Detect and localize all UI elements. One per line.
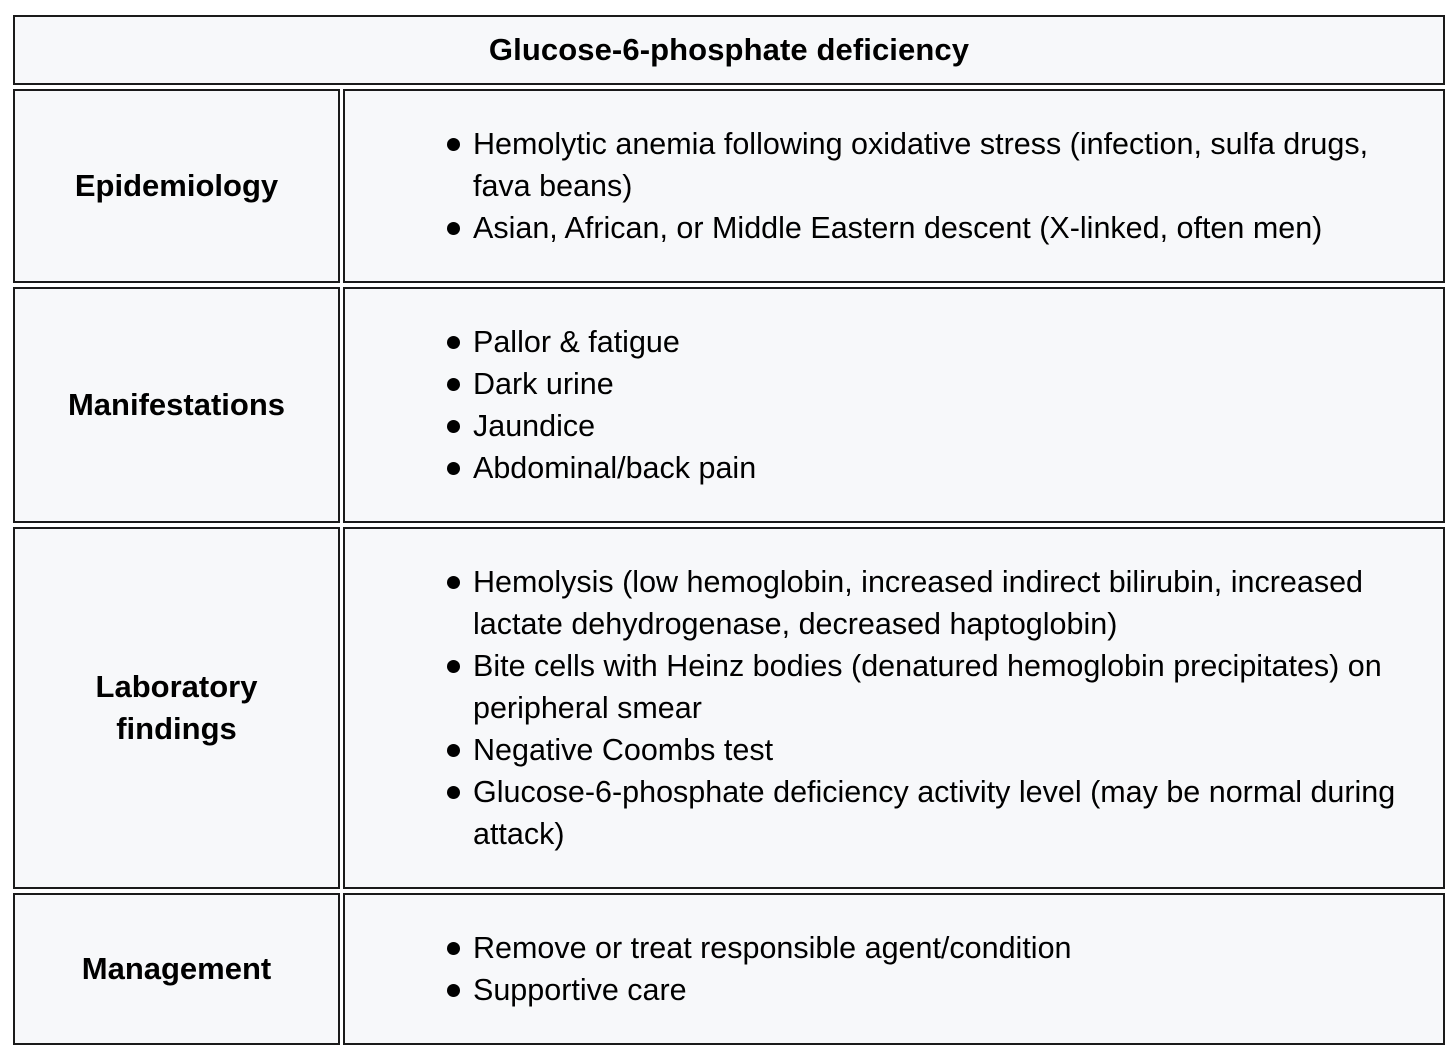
bullet-icon: [447, 744, 460, 757]
table-title: Glucose-6-phosphate deficiency: [488, 32, 970, 67]
bullet-icon: [447, 336, 460, 349]
list-item-text: Glucose-6-phosphate deficiency activity …: [473, 775, 1396, 851]
row-label-management: Management: [81, 951, 272, 986]
list-item-text: Supportive care: [473, 973, 687, 1007]
row-content-cell-manifestations: Pallor & fatigue Dark urine Jaundice Abd…: [343, 287, 1445, 523]
bullet-icon: [447, 378, 460, 391]
row-content-cell-epidemiology: Hemolytic anemia following oxidative str…: [343, 89, 1445, 283]
bullet-icon: [447, 660, 460, 673]
bullet-icon: [447, 576, 460, 589]
bullet-icon: [447, 222, 460, 235]
bullet-icon: [447, 462, 460, 475]
list-item: Jaundice: [445, 405, 1443, 447]
bullet-icon: [447, 786, 460, 799]
list-item: Asian, African, or Middle Eastern descen…: [445, 207, 1443, 249]
list-item-text: Bite cells with Heinz bodies (denatured …: [473, 649, 1382, 725]
row-label-cell-epidemiology: Epidemiology: [13, 89, 340, 283]
list-item-text: Hemolysis (low hemoglobin, increased ind…: [473, 565, 1363, 641]
list-item-text: Hemolytic anemia following oxidative str…: [473, 127, 1369, 203]
list-item: Bite cells with Heinz bodies (denatured …: [445, 645, 1443, 729]
row-label-laboratory-findings: Laboratory findings: [95, 669, 258, 746]
bullet-icon: [447, 942, 460, 955]
bullet-icon: [447, 420, 460, 433]
list-item-text: Remove or treat responsible agent/condit…: [473, 931, 1072, 965]
list-item: Dark urine: [445, 363, 1443, 405]
management-list: Remove or treat responsible agent/condit…: [345, 927, 1443, 1011]
list-item: Supportive care: [445, 969, 1443, 1011]
laboratory-findings-list: Hemolysis (low hemoglobin, increased ind…: [345, 561, 1443, 855]
row-label-manifestations: Manifestations: [67, 387, 286, 422]
row-label-cell-management: Management: [13, 893, 340, 1045]
epidemiology-list: Hemolytic anemia following oxidative str…: [345, 123, 1443, 249]
list-item-text: Asian, African, or Middle Eastern descen…: [473, 211, 1323, 245]
row-content-cell-laboratory-findings: Hemolysis (low hemoglobin, increased ind…: [343, 527, 1445, 889]
list-item: Hemolytic anemia following oxidative str…: [445, 123, 1443, 207]
manifestations-list: Pallor & fatigue Dark urine Jaundice Abd…: [345, 321, 1443, 489]
list-item-text: Negative Coombs test: [473, 733, 774, 767]
list-item: Pallor & fatigue: [445, 321, 1443, 363]
row-label-epidemiology: Epidemiology: [74, 168, 279, 203]
list-item: Negative Coombs test: [445, 729, 1443, 771]
list-item-text: Jaundice: [473, 409, 596, 443]
list-item: Remove or treat responsible agent/condit…: [445, 927, 1443, 969]
bullet-icon: [447, 138, 460, 151]
list-item: Abdominal/back pain: [445, 447, 1443, 489]
row-label-cell-laboratory-findings: Laboratory findings: [13, 527, 340, 889]
row-content-cell-management: Remove or treat responsible agent/condit…: [343, 893, 1445, 1045]
list-item-text: Pallor & fatigue: [473, 325, 680, 359]
table-title-cell: Glucose-6-phosphate deficiency: [13, 15, 1445, 85]
row-label-cell-manifestations: Manifestations: [13, 287, 340, 523]
list-item: Glucose-6-phosphate deficiency activity …: [445, 771, 1443, 855]
list-item-text: Dark urine: [473, 367, 614, 401]
list-item-text: Abdominal/back pain: [473, 451, 757, 485]
bullet-icon: [447, 984, 460, 997]
list-item: Hemolysis (low hemoglobin, increased ind…: [445, 561, 1443, 645]
